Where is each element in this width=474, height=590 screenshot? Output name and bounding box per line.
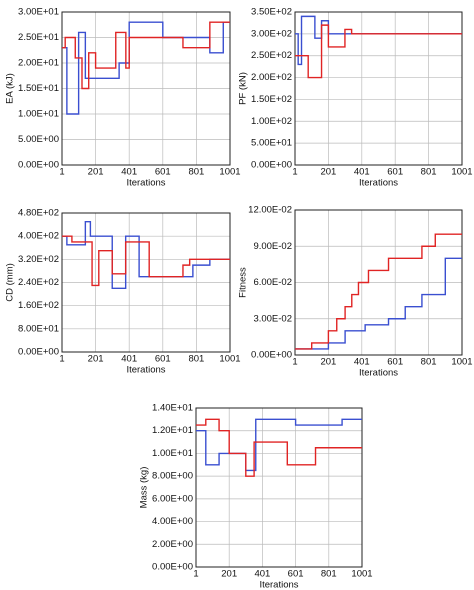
- y-tick-label: 4.00E+00: [152, 516, 193, 527]
- x-tick-label: 601: [387, 167, 403, 178]
- x-tick-label: 801: [188, 167, 204, 178]
- series-line: [62, 220, 230, 289]
- x-tick-label: 401: [121, 354, 137, 365]
- x-tick-label: 601: [155, 354, 171, 365]
- series-line: [62, 21, 230, 90]
- x-axis-label: Iterations: [126, 365, 165, 376]
- y-tick-label: 8.00E+01: [18, 323, 59, 334]
- y-axis-label: Fitness: [238, 267, 249, 298]
- series-line: [62, 21, 230, 115]
- x-tick-label: 801: [188, 354, 204, 365]
- y-tick-label: 0.00E+00: [152, 562, 193, 573]
- series-line: [295, 233, 462, 350]
- y-tick-label: 6.00E+00: [152, 493, 193, 504]
- x-tick-label: 401: [121, 167, 137, 178]
- y-tick-label: 5.00E+00: [18, 134, 59, 145]
- x-tick-label: 1: [292, 167, 297, 178]
- x-tick-label: 601: [387, 357, 403, 368]
- x-tick-label: 401: [254, 569, 270, 580]
- x-tick-label: 601: [155, 167, 171, 178]
- x-tick-label: 1001: [351, 569, 372, 580]
- x-tick-label: 401: [354, 357, 370, 368]
- x-axis-label: Iterations: [359, 178, 398, 189]
- plot-frame: [195, 407, 363, 568]
- series-line: [295, 257, 462, 350]
- y-tick-label: 1.00E+02: [251, 116, 292, 127]
- y-tick-label: 2.00E+01: [18, 58, 59, 69]
- y-tick-label: 3.50E+02: [251, 7, 292, 18]
- x-tick-label: 201: [320, 167, 336, 178]
- y-tick-label: 2.00E+00: [152, 539, 193, 550]
- y-tick-label: 6.00E-02: [253, 277, 292, 288]
- y-tick-label: 9.00E-02: [253, 241, 292, 252]
- x-tick-label: 201: [221, 569, 237, 580]
- y-tick-label: 1.50E+02: [251, 94, 292, 105]
- y-axis-label: EA (kJ): [5, 73, 16, 104]
- x-axis-label: Iterations: [126, 178, 165, 189]
- y-tick-label: 0.00E+00: [251, 350, 292, 361]
- x-tick-label: 1001: [219, 354, 240, 365]
- x-tick-label: 801: [421, 167, 437, 178]
- y-tick-label: 0.00E+00: [251, 160, 292, 171]
- y-tick-label: 12.00E-02: [248, 205, 292, 216]
- y-tick-label: 0.00E+00: [18, 347, 59, 358]
- x-tick-label: 1: [193, 569, 198, 580]
- y-tick-label: 1.40E+01: [152, 403, 193, 414]
- y-tick-label: 2.40E+02: [18, 277, 59, 288]
- x-tick-label: 201: [320, 357, 336, 368]
- x-axis-label: Iterations: [359, 368, 398, 379]
- x-tick-label: 1001: [219, 167, 240, 178]
- y-tick-label: 3.00E-02: [253, 313, 292, 324]
- y-tick-label: 2.50E+01: [18, 32, 59, 43]
- x-tick-label: 1001: [451, 357, 472, 368]
- y-tick-label: 3.00E+01: [18, 7, 59, 18]
- y-axis-label: CD (mm): [5, 263, 16, 302]
- y-tick-label: 4.00E+02: [18, 231, 59, 242]
- series-line: [196, 418, 362, 477]
- y-tick-label: 2.50E+02: [251, 50, 292, 61]
- plot-frame: [294, 209, 463, 356]
- y-tick-label: 3.00E+02: [251, 28, 292, 39]
- y-tick-label: 1.00E+01: [18, 109, 59, 120]
- x-tick-label: 201: [88, 354, 104, 365]
- y-tick-label: 2.00E+02: [251, 72, 292, 83]
- y-axis-label: Mass (kg): [139, 467, 150, 509]
- plot-frame: [61, 212, 231, 353]
- y-tick-label: 1.50E+01: [18, 83, 59, 94]
- series-line: [295, 15, 462, 66]
- y-tick-label: 4.80E+02: [18, 208, 59, 219]
- x-tick-label: 801: [421, 357, 437, 368]
- x-tick-label: 1: [59, 354, 64, 365]
- y-tick-label: 5.00E+01: [251, 138, 292, 149]
- y-tick-label: 1.60E+02: [18, 300, 59, 311]
- y-tick-label: 0.00E+00: [18, 160, 59, 171]
- y-tick-label: 3.20E+02: [18, 254, 59, 265]
- x-tick-label: 401: [354, 167, 370, 178]
- plot-frame: [61, 11, 231, 166]
- plot-frame: [294, 11, 463, 166]
- x-tick-label: 801: [321, 569, 337, 580]
- y-axis-label: PF (kN): [238, 72, 249, 105]
- series-line: [196, 418, 362, 472]
- x-tick-label: 601: [288, 569, 304, 580]
- y-tick-label: 1.00E+01: [152, 448, 193, 459]
- x-tick-label: 1: [59, 167, 64, 178]
- y-tick-label: 8.00E+00: [152, 471, 193, 482]
- x-tick-label: 1: [292, 357, 297, 368]
- y-tick-label: 1.20E+01: [152, 425, 193, 436]
- x-axis-label: Iterations: [259, 580, 298, 590]
- series-line: [62, 235, 230, 287]
- series-line: [295, 24, 462, 79]
- x-tick-label: 1001: [451, 167, 472, 178]
- x-tick-label: 201: [88, 167, 104, 178]
